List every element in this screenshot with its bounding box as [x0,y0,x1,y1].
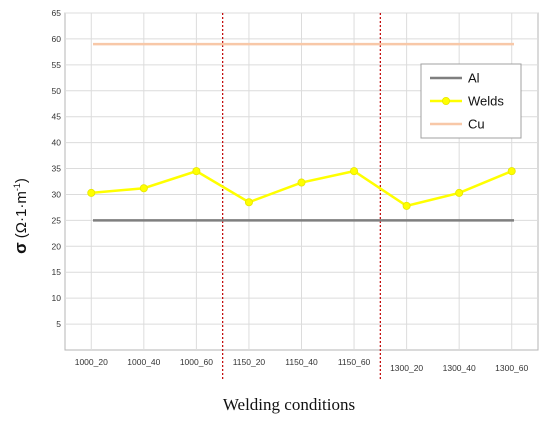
y-axis-label-symbol: σ [11,242,30,254]
data-point-welds [350,167,359,176]
data-point-welds [297,178,306,187]
y-tick-label: 15 [52,267,62,277]
y-axis-label-close: ) [13,178,30,183]
x-tick-label: 1300_40 [443,363,476,373]
series-layer [87,42,516,222]
y-tick-label: 10 [52,293,62,303]
x-tick-label: 1300_60 [495,363,528,373]
y-axis-ticks: 5 10 15 20 25 30 35 40 45 50 55 60 65 [52,8,62,329]
x-tick-label: 1000_60 [180,357,213,367]
x-tick-label: 1300_20 [390,363,423,373]
x-tick-label: 1000_20 [75,357,108,367]
y-tick-label: 35 [52,164,62,174]
y-tick-label: 30 [52,189,62,199]
x-tick-label: 1000_40 [127,357,160,367]
x-tick-label: 1150_60 [338,357,371,367]
legend-label: Al [468,71,480,86]
series-welds [87,167,516,210]
legend: Al Welds Cu [420,63,522,139]
data-point-welds [192,167,201,176]
legend-label: Cu [468,117,485,132]
y-axis-label-superscript: -1 [12,183,22,191]
x-tick-label: 1150_40 [285,357,318,367]
y-tick-label: 60 [52,34,62,44]
y-tick-label: 25 [52,215,62,225]
legend-marker-welds [441,97,450,106]
y-tick-label: 5 [56,319,61,329]
y-tick-label: 20 [52,241,62,251]
data-point-welds [455,188,464,197]
group-dividers [222,13,381,380]
y-tick-label: 55 [52,60,62,70]
x-axis-label: Welding conditions [223,395,355,414]
data-point-welds [507,167,516,176]
x-tick-label: 1150_20 [233,357,266,367]
data-point-welds [402,201,411,210]
data-point-welds [139,184,148,193]
y-axis-label: σ (Ω·1·m-1) [11,178,30,254]
data-point-welds [87,188,96,197]
y-tick-label: 65 [52,8,62,18]
y-tick-label: 50 [52,86,62,96]
y-tick-label: 40 [52,138,62,148]
y-axis-label-units: (Ω·1·m [13,191,30,238]
x-axis-ticks: 1000_20 1000_40 1000_60 1150_20 1150_40 1150_… [75,357,529,373]
y-tick-label: 45 [52,112,62,122]
data-point-welds [244,198,253,207]
legend-label: Welds [468,94,504,109]
